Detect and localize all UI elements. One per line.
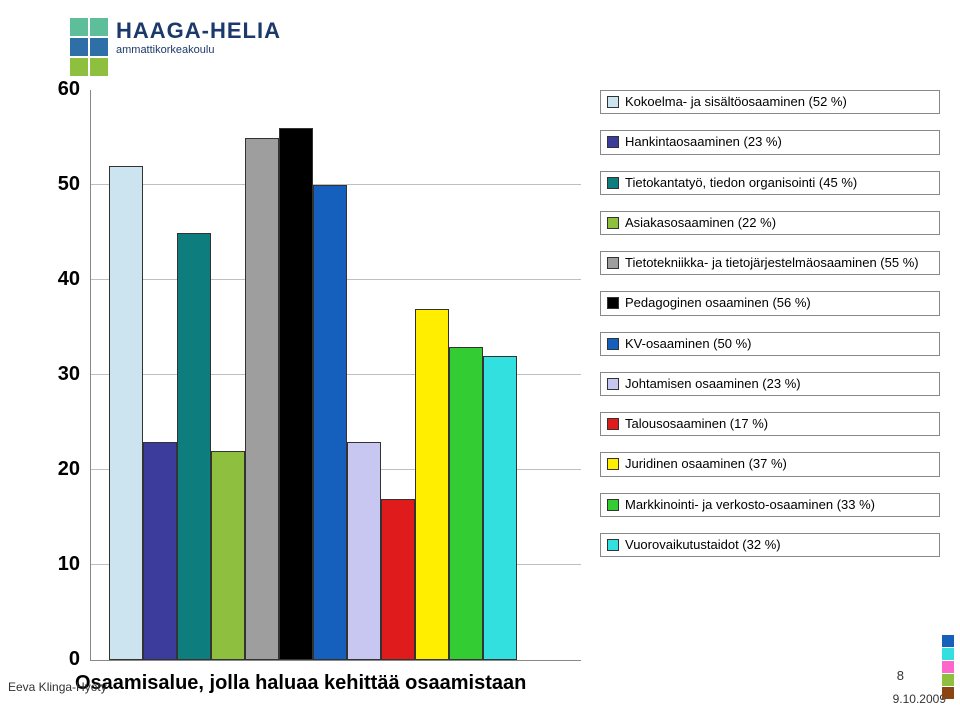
bar-markkinointi xyxy=(449,347,483,661)
legend-swatch xyxy=(607,297,619,309)
footer-date: 9.10.2009 xyxy=(893,692,946,706)
bars-group xyxy=(109,90,517,660)
y-tick-label: 40 xyxy=(40,268,80,291)
logo-square xyxy=(90,58,108,76)
legend-swatch xyxy=(607,338,619,350)
side-color-square xyxy=(942,687,954,699)
y-tick-label: 0 xyxy=(40,648,80,671)
logo-square xyxy=(70,38,88,56)
bar-kokoelma xyxy=(109,166,143,660)
legend-swatch xyxy=(607,257,619,269)
legend-label: Asiakasosaaminen (22 %) xyxy=(625,215,933,231)
bar-johtaminen xyxy=(347,442,381,661)
bar-tietokanta xyxy=(177,233,211,661)
legend-item: Markkinointi- ja verkosto-osaaminen (33 … xyxy=(600,493,940,517)
legend-swatch xyxy=(607,177,619,189)
legend-item: Juridinen osaaminen (37 %) xyxy=(600,452,940,476)
logo-grid xyxy=(70,18,108,76)
page: HAAGA-HELIA ammattikorkeakoulu 0 10 20 30 40… xyxy=(0,0,960,717)
logo-subtext: ammattikorkeakoulu xyxy=(116,44,214,56)
legend-item: Kokoelma- ja sisältöosaaminen (52 %) xyxy=(600,90,940,114)
side-color-square xyxy=(942,648,954,660)
legend-label: Markkinointi- ja verkosto-osaaminen (33 … xyxy=(625,497,933,513)
x-axis-title: Osaamisalue, jolla haluaa kehittää osaam… xyxy=(75,672,526,695)
legend-item: KV-osaaminen (50 %) xyxy=(600,332,940,356)
legend-swatch xyxy=(607,96,619,108)
bar-tietotekniikka xyxy=(245,138,279,661)
legend-label: Talousosaaminen (17 %) xyxy=(625,416,933,432)
legend-label: Hankintaosaaminen (23 %) xyxy=(625,134,933,150)
legend-label: Tietotekniikka- ja tietojärjestelmäosaam… xyxy=(625,255,933,271)
logo-square xyxy=(70,18,88,36)
legend-item: Talousosaaminen (17 %) xyxy=(600,412,940,436)
y-tick-label: 10 xyxy=(40,553,80,576)
logo-text: HAAGA-HELIA xyxy=(116,18,281,44)
legend-label: Pedagoginen osaaminen (56 %) xyxy=(625,295,933,311)
legend-label: Johtamisen osaaminen (23 %) xyxy=(625,376,933,392)
legend-item: Hankintaosaaminen (23 %) xyxy=(600,130,940,154)
logo-square xyxy=(70,58,88,76)
side-color-stack xyxy=(942,635,954,699)
legend-label: Kokoelma- ja sisältöosaaminen (52 %) xyxy=(625,94,933,110)
side-color-square xyxy=(942,635,954,647)
page-number: 8 xyxy=(897,668,904,683)
legend-swatch xyxy=(607,418,619,430)
bar-juridinen xyxy=(415,309,449,661)
legend-item: Tietotekniikka- ja tietojärjestelmäosaam… xyxy=(600,251,940,275)
legend-label: Tietokantatyö, tiedon organisointi (45 %… xyxy=(625,175,933,191)
side-color-square xyxy=(942,661,954,673)
legend-item: Vuorovaikutustaidot (32 %) xyxy=(600,533,940,557)
bar-vuorovaikutus xyxy=(483,356,517,660)
legend-swatch xyxy=(607,217,619,229)
legend-item: Asiakasosaaminen (22 %) xyxy=(600,211,940,235)
legend: Kokoelma- ja sisältöosaaminen (52 %) Hank… xyxy=(600,90,940,573)
legend-swatch xyxy=(607,136,619,148)
side-color-square xyxy=(942,674,954,686)
y-tick-label: 30 xyxy=(40,363,80,386)
legend-item: Pedagoginen osaaminen (56 %) xyxy=(600,291,940,315)
chart-plot-area xyxy=(90,90,581,661)
legend-item: Tietokantatyö, tiedon organisointi (45 %… xyxy=(600,171,940,195)
legend-swatch xyxy=(607,539,619,551)
y-tick-label: 20 xyxy=(40,458,80,481)
legend-item: Johtamisen osaaminen (23 %) xyxy=(600,372,940,396)
bar-pedagoginen xyxy=(279,128,313,660)
legend-swatch xyxy=(607,499,619,511)
logo-square xyxy=(90,38,108,56)
footer-author: Eeva Klinga-Hyöty xyxy=(8,680,107,694)
bar-talous xyxy=(381,499,415,661)
y-tick-label: 60 xyxy=(40,78,80,101)
legend-label: Vuorovaikutustaidot (32 %) xyxy=(625,537,933,553)
y-tick-label: 50 xyxy=(40,173,80,196)
logo-square xyxy=(90,18,108,36)
legend-label: KV-osaaminen (50 %) xyxy=(625,336,933,352)
legend-label: Juridinen osaaminen (37 %) xyxy=(625,456,933,472)
bar-hankinta xyxy=(143,442,177,661)
legend-swatch xyxy=(607,458,619,470)
bar-asiakas xyxy=(211,451,245,660)
legend-swatch xyxy=(607,378,619,390)
bar-kv xyxy=(313,185,347,660)
